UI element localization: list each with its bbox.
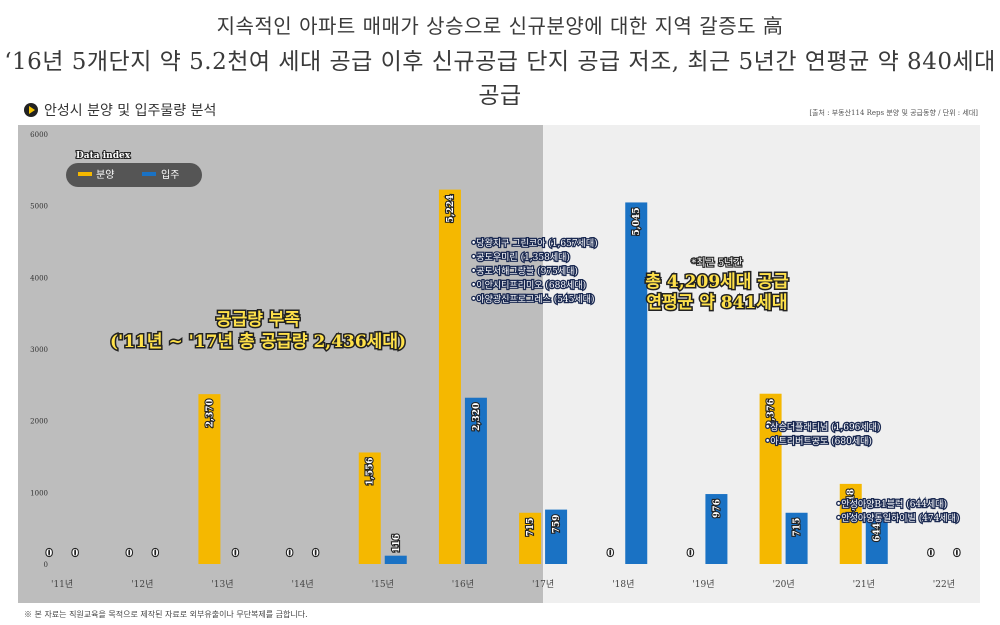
y-tick-label: 4000: [30, 274, 48, 282]
ipju-bar: [384, 555, 407, 564]
ipju-value-label: 0: [232, 549, 238, 559]
section-title: 안성시 분양 및 입주물량 분석: [24, 100, 216, 120]
ipju-value-label: 0: [312, 549, 318, 559]
ipju-value-label: 0: [954, 549, 960, 559]
legend-title: Data index: [76, 151, 131, 161]
legend-box: [66, 163, 202, 187]
complex-list-2016: •공도서해그랑블 (975세대): [471, 265, 578, 277]
x-tick-label: '17년: [532, 579, 554, 590]
bunyang-bar: [438, 189, 461, 564]
y-tick-label: 1000: [30, 489, 48, 497]
bunyang-value-label: 0: [928, 549, 934, 559]
x-tick-label: '18년: [612, 579, 634, 590]
section-title-text: 안성시 분양 및 입주물량 분석: [44, 103, 217, 119]
bunyang-value-label: 5,224: [446, 195, 456, 223]
bunyang-value-label: 0: [46, 549, 52, 559]
ipju-value-label: 0: [72, 549, 78, 559]
x-tick-label: '22년: [933, 579, 955, 590]
legend-label-bunyang: 분양: [96, 169, 114, 181]
complex-list-2021: •안성아양B1블럭 (644세대): [836, 498, 947, 510]
x-tick-label: '12년: [131, 579, 153, 590]
shortage-annotation: 공급량 부족: [216, 310, 300, 330]
bunyang-bar: [759, 393, 782, 564]
ipju-bar: [705, 494, 728, 564]
bunyang-value-label: 2,370: [205, 399, 215, 427]
complex-list-2016: •이안시티프리미오 (688세대): [471, 280, 586, 291]
x-tick-label: '13년: [211, 579, 233, 590]
x-tick-label: '21년: [853, 579, 875, 590]
play-icon: [24, 103, 38, 117]
ipju-bar: [464, 397, 487, 564]
legend-swatch-ipju: [142, 172, 156, 176]
x-tick-label: '19년: [692, 579, 714, 590]
x-tick-label: '16년: [452, 579, 474, 590]
y-tick-label: 0: [44, 561, 48, 569]
recent-annotation-heading: *최근 5년간: [691, 257, 742, 269]
y-tick-label: 5000: [30, 203, 48, 211]
ipju-bar: [865, 517, 888, 564]
source-note: [출처 : 부동산114 Reps 분양 및 공급동향 / 단위 : 세대]: [809, 109, 978, 117]
legend-label-ipju: 입주: [161, 168, 179, 181]
ipju-value-label: 644: [873, 523, 883, 542]
complex-list-2016: •아양광신프로그레스 (545세대): [471, 293, 594, 305]
bunyang-value-label: 2,376: [767, 399, 777, 427]
bunyang-value-label: 0: [687, 549, 693, 559]
complex-list-2020: •아트리버트공도 (680세대): [765, 436, 872, 447]
y-tick-label: 2000: [30, 418, 48, 426]
ipju-bar: [545, 509, 568, 564]
complex-list-2021: •안성아양동일하이빌 (474세대): [836, 513, 959, 524]
recent-annotation: 연평균 약 841세대: [646, 292, 787, 313]
recent-annotation: 총 4,209세대 공급: [645, 272, 789, 292]
bunyang-value-label: 1,118: [847, 489, 857, 517]
ipju-value-label: 0: [152, 549, 158, 559]
ipju-value-label: 759: [552, 515, 562, 534]
footnote: ※ 본 자료는 직원교육을 목적으로 제작된 자료로 외부유출이나 무단복제를 …: [24, 610, 308, 619]
x-tick-label: '15년: [372, 579, 394, 590]
bunyang-value-label: 0: [607, 549, 613, 559]
bunyang-value-label: 0: [126, 549, 132, 559]
y-tick-label: 6000: [30, 131, 48, 139]
bunyang-value-label: 0: [286, 549, 292, 559]
ipju-bar: [625, 202, 648, 565]
legend-swatch-bunyang: [78, 172, 92, 176]
headline-line1: 지속적인 아파트 매매가 상승으로 신규분양에 대한 지역 갈증도 高: [216, 14, 784, 38]
x-tick-label: '20년: [772, 579, 794, 590]
ipju-bar: [785, 512, 808, 564]
ipju-value-label: 116: [392, 534, 402, 553]
ipju-value-label: 5,045: [632, 207, 642, 235]
shortage-annotation: ('11년 ~ '17년 총 공급량 2,436세대): [110, 332, 406, 352]
x-tick-label: '11년: [51, 579, 73, 590]
complex-list-2020: •상승더플래티넘 (1,696세대): [765, 422, 880, 433]
bunyang-bar: [839, 483, 862, 564]
bunyang-bar: [358, 452, 381, 564]
shaded-past-area: [18, 125, 544, 603]
bunyang-bar: [198, 394, 221, 564]
headline-line2: ‘16년 5개단지 약 5.2천여 세대 공급 이후 신규공급 단지 공급 저조…: [4, 49, 996, 109]
bunyang-value-label: 1,556: [366, 457, 376, 485]
bunyang-bar: [519, 512, 542, 564]
ipju-value-label: 715: [793, 518, 803, 537]
bunyang-value-label: 715: [526, 518, 536, 537]
ipju-value-label: 2,320: [472, 403, 482, 431]
complex-list-2016: •당왕지구 그린코아 (1,657세대): [471, 238, 598, 249]
x-tick-label: '14년: [291, 579, 313, 590]
ipju-value-label: 976: [712, 499, 722, 518]
complex-list-2016: •공도우미린 (1,358세대): [471, 252, 570, 263]
y-tick-label: 3000: [30, 346, 48, 354]
